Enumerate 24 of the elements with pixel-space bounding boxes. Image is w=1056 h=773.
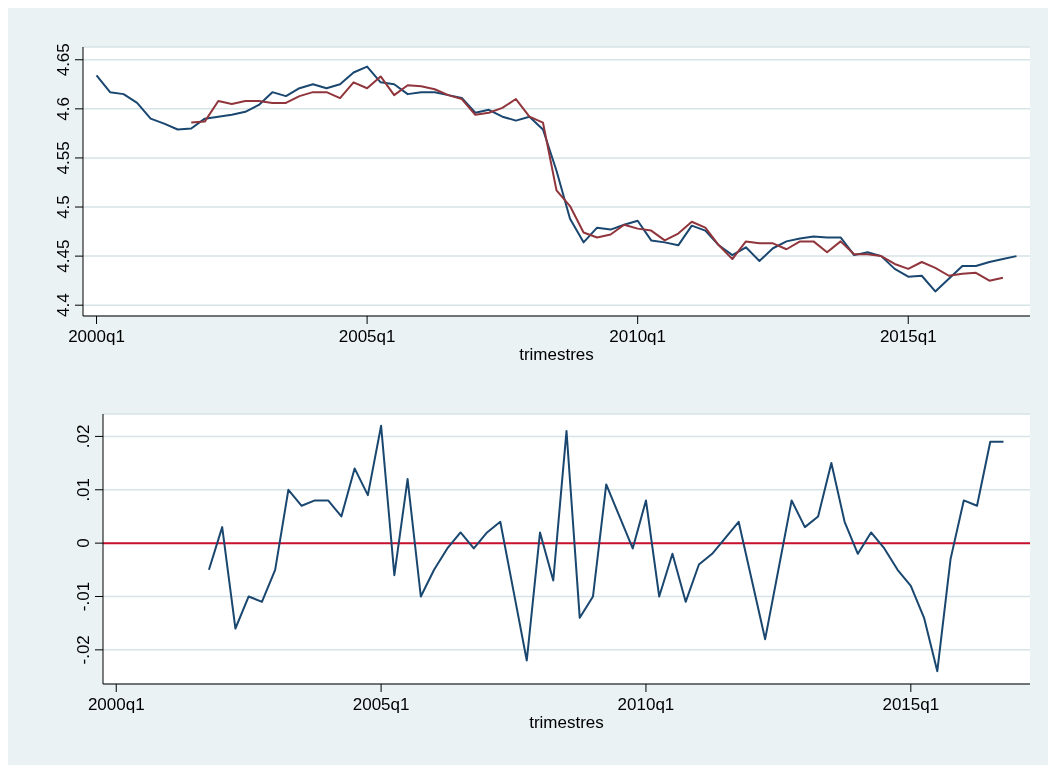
y-tick-label: 4.65: [54, 43, 73, 77]
line-series: [207, 424, 1005, 673]
x-tick-label: 2005q1: [352, 695, 410, 714]
x-tick-label: 2000q1: [68, 327, 125, 346]
line-series: [95, 65, 1018, 293]
y-tick-label: -.02: [74, 635, 93, 665]
x-tick-label: 2005q1: [338, 327, 396, 346]
y-tick-label: .01: [74, 477, 93, 502]
x-tick-label: 2000q1: [87, 695, 145, 714]
y-tick-label: .02: [74, 424, 93, 449]
x-axis-title: trimestres: [519, 345, 594, 365]
y-tick-label: 4.45: [54, 239, 73, 273]
y-tick-label: 4.6: [54, 97, 73, 121]
y-tick-label: -.01: [74, 581, 93, 612]
x-tick-label: 2010q1: [609, 327, 667, 346]
line-series: [190, 75, 1004, 282]
y-tick-label: 0: [74, 538, 93, 548]
x-tick-label: 2010q1: [617, 695, 675, 714]
y-tick-label: 4.4: [54, 293, 73, 318]
y-tick-label: 4.5: [54, 195, 73, 219]
x-tick-label: 2015q1: [879, 327, 937, 346]
x-tick-label: 2015q1: [882, 695, 940, 714]
x-axis-title: trimestres: [529, 713, 604, 733]
y-tick-label: 4.55: [54, 141, 73, 175]
